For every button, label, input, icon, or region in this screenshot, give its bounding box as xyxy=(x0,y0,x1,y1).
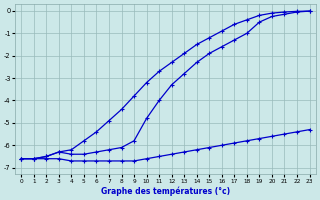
X-axis label: Graphe des températures (°c): Graphe des températures (°c) xyxy=(101,186,230,196)
